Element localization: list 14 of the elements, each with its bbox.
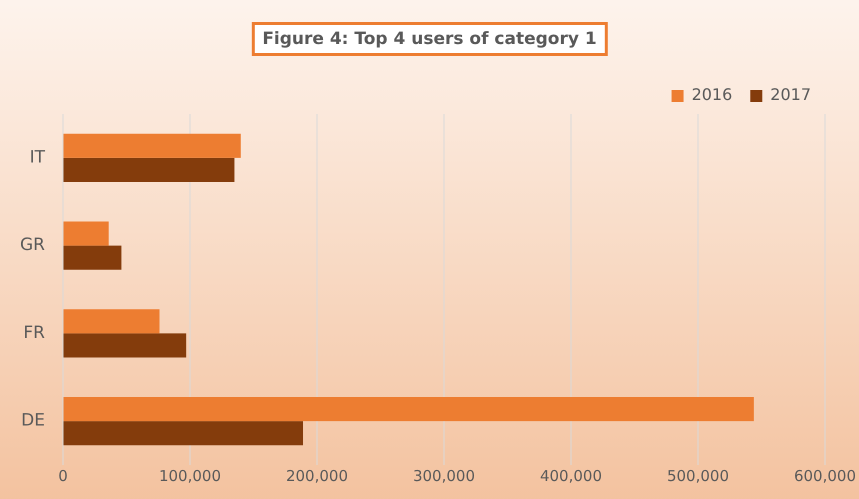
x-tick-label: 100,000 [158,466,221,485]
legend-label: 2016 [692,85,732,104]
legend-label: 2017 [770,85,811,104]
x-tick-label: 600,000 [794,466,856,485]
y-tick-label: DE [21,410,45,431]
y-tick-label: FR [23,322,46,343]
x-tick-label: 300,000 [412,466,475,485]
x-tick-label: 500,000 [666,466,729,485]
chart-title: Figure 4: Top 4 users of category 1 [251,22,608,56]
y-tick-label: GR [20,235,46,256]
x-tick-label: 200,000 [286,466,348,485]
x-tick-label: 400,000 [540,466,602,485]
x-tick-label: 0 [58,466,68,485]
y-tick-label: IT [30,147,46,168]
